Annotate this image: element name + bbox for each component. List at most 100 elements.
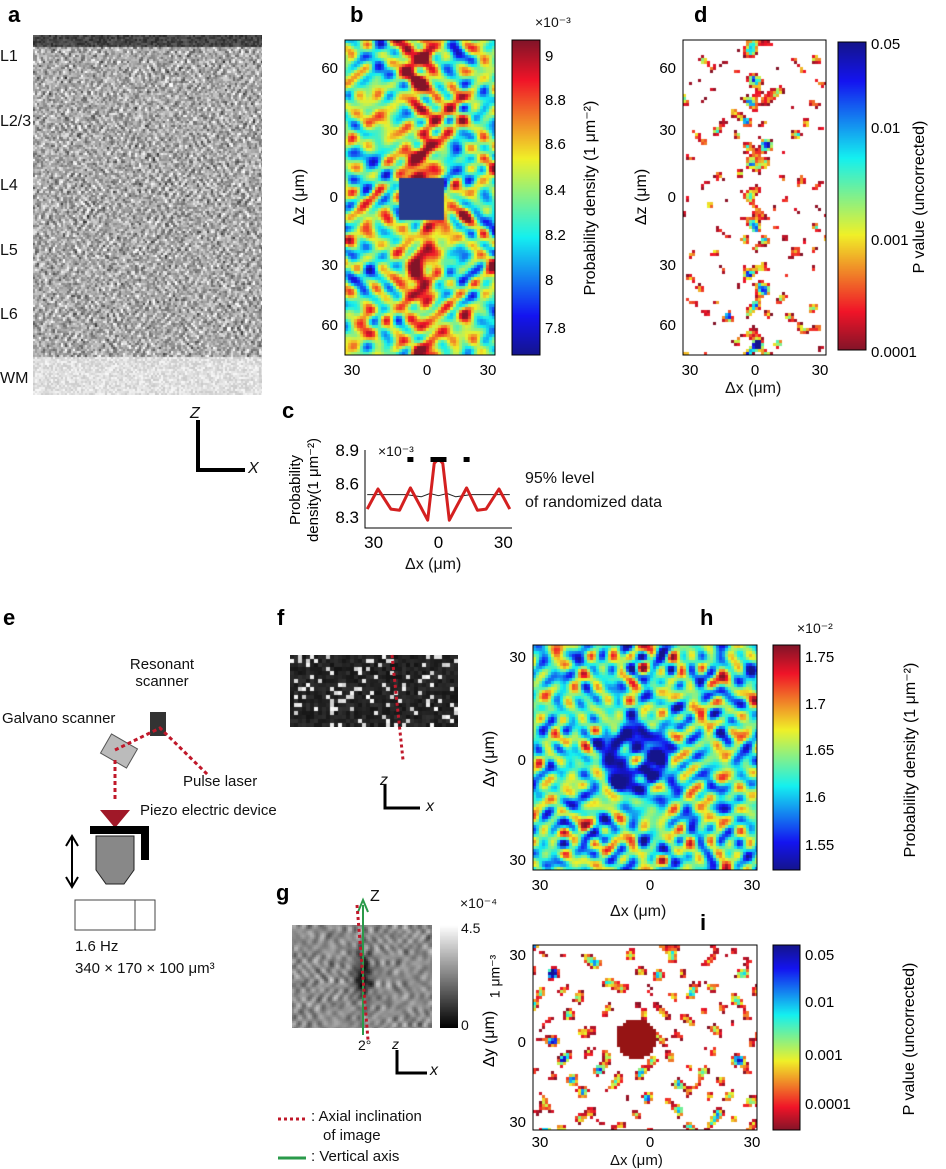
piezo-label: Piezo electric device: [140, 802, 277, 819]
cbar-tick-h: 1.65: [805, 742, 834, 759]
xtick-i: 0: [646, 1134, 654, 1151]
volume-box-icon: [74, 899, 156, 931]
colorbar-h: [773, 645, 800, 870]
inclination-line-f: [390, 654, 405, 761]
plot-frame: [344, 39, 496, 356]
pvalue-map-d: [683, 40, 826, 355]
cbar-tick-d: 0.01: [871, 120, 900, 137]
axis-z-f: z: [380, 772, 388, 789]
scale-bar-g: [395, 1050, 427, 1075]
panel-label-i: i: [700, 910, 707, 935]
panel-label-d: d: [694, 2, 708, 27]
ytick-i: 30: [509, 1114, 526, 1131]
ytick-b: 60: [321, 317, 338, 334]
plot-frame: [772, 944, 801, 1131]
cortex-image: [33, 35, 262, 395]
angle-label: 2°: [358, 1037, 372, 1053]
axis-Z-g: Z: [370, 888, 380, 905]
c-annotation: of randomized data: [525, 494, 662, 511]
xtick-i: 30: [532, 1134, 549, 1151]
image-f: [290, 655, 458, 727]
cbar-tick-h: 1.7: [805, 696, 826, 713]
panel-label-h: h: [700, 605, 714, 630]
cbar-tick-d: 0.001: [871, 232, 909, 249]
volume-label: 340 × 170 × 100 μm³: [75, 960, 215, 977]
ytick-d: 60: [659, 317, 676, 334]
ytick-h: 0: [518, 752, 526, 769]
scale-bar-f: [383, 785, 420, 810]
piezo-device-icon: [90, 826, 149, 860]
cbar-tick-d: 0.0001: [871, 344, 917, 361]
xlabel-i: Δx (μm): [610, 1152, 663, 1169]
cbar-tick-h: 1.75: [805, 649, 834, 666]
cbar-tick-d: 0.05: [871, 36, 900, 53]
plot-frame: [837, 41, 867, 351]
cbar-tick-h: 1.6: [805, 789, 826, 806]
xtick-h: 30: [532, 877, 549, 894]
ytick-d: 0: [668, 189, 676, 206]
panel-label-e: e: [3, 605, 16, 630]
colorbar-g: [440, 925, 458, 1028]
scale-bar-a: [196, 420, 245, 472]
ytick-i: 30: [509, 947, 526, 964]
cbar-tick: 4.5: [461, 920, 481, 936]
ytick-h: 30: [509, 649, 526, 666]
xtick-d: 30: [682, 362, 699, 379]
cbar-tick-h: 1.55: [805, 837, 834, 854]
cbar-exponent-h: ×10⁻²: [797, 620, 833, 636]
c-annotation: 95% level: [525, 470, 595, 487]
cbar-exponent-b: ×10⁻³: [535, 14, 571, 30]
resonant-label: Resonant scanner: [122, 656, 202, 690]
colorbar-b: [512, 40, 540, 355]
ytick-d: 30: [659, 122, 676, 139]
panel-label-f: f: [277, 605, 285, 630]
cbar-tick-i: 0.001: [805, 1047, 843, 1064]
xlabel-d: Δx (μm): [725, 380, 782, 397]
c-significance-mark: [407, 457, 414, 462]
plot-frame: [511, 39, 541, 356]
density-map-b: [345, 40, 495, 355]
xtick-b: 0: [423, 362, 431, 379]
c-significance-mark: [430, 457, 447, 462]
axis-x-label: X: [248, 460, 259, 477]
axis-x-g: x: [430, 1062, 438, 1079]
laser-label: Pulse laser: [183, 773, 258, 790]
c-ytick: 8.6: [335, 474, 359, 493]
objective-icon: [95, 835, 135, 885]
c-series-density: [365, 457, 512, 522]
galvano-label: Galvano scanner: [2, 710, 116, 727]
axis-x-f: x: [426, 798, 434, 815]
ytick-i: 0: [518, 1034, 526, 1051]
ytick-b: 30: [321, 122, 338, 139]
ytick-d: 60: [659, 60, 676, 77]
inclination-line-g: [355, 904, 370, 1041]
xtick-b: 30: [480, 362, 497, 379]
panel-label-b: b: [350, 2, 364, 27]
beam-arrow-icon: [100, 810, 130, 828]
xtick-i: 30: [744, 1134, 761, 1151]
resonant-label-line: Resonant: [129, 656, 195, 673]
panel-label-a: a: [8, 2, 21, 27]
c-exponent: ×10⁻³: [378, 443, 414, 459]
cbar-tick-b: 8.2: [545, 227, 566, 244]
cbar-tick-b: 8: [545, 272, 553, 289]
c-ytick: 8.3: [335, 508, 359, 527]
layer-label: L1: [0, 48, 18, 65]
plot-frame: [682, 39, 827, 356]
c-series-threshold: [367, 493, 510, 498]
axis-z-g: z: [392, 1036, 399, 1052]
plot-frame: [532, 944, 758, 1131]
axis-z-label: Z: [190, 405, 200, 422]
layer-label: L4: [0, 177, 18, 194]
cbar-tick-b: 9: [545, 48, 553, 65]
cbar-tick-b: 7.8: [545, 320, 566, 337]
legend-vertical: : Vertical axis: [311, 1148, 400, 1165]
cbar-tick-b: 8.8: [545, 92, 566, 109]
ytick-b: 30: [321, 257, 338, 274]
cbar-tick-b: 8.6: [545, 136, 566, 153]
c-xlabel: Δx (μm): [405, 556, 462, 573]
cbar-tick-i: 0.0001: [805, 1096, 851, 1113]
ytick-b: 0: [330, 189, 338, 206]
